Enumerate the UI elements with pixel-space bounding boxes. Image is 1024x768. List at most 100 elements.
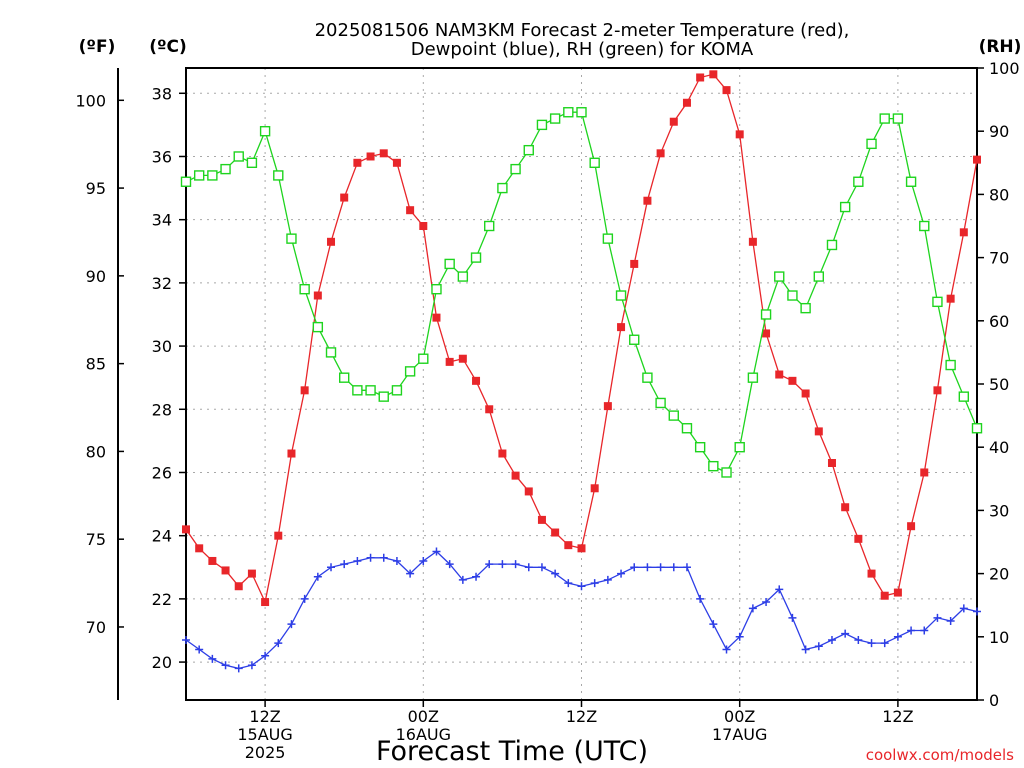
temperature-point: [933, 386, 942, 395]
rh-point: [853, 176, 864, 187]
dewpoint-point: [498, 560, 507, 569]
dewpoint-point: [406, 569, 415, 578]
dewpoint-point: [788, 613, 797, 622]
rh-point: [787, 290, 798, 301]
celsius-tick-label: 36: [152, 147, 172, 166]
dewpoint-point: [630, 563, 639, 572]
temperature-point: [854, 534, 863, 543]
temperature-point: [300, 386, 309, 395]
dewpoint-point: [221, 661, 230, 670]
temperature-point: [959, 228, 968, 237]
temperature-point: [775, 370, 784, 379]
fahrenheit-tick-label: 85: [86, 355, 106, 374]
fahrenheit-unit-label: (ºF): [79, 37, 116, 57]
celsius-tick-label: 28: [152, 400, 172, 419]
temperature-point: [669, 117, 678, 126]
temperature-point: [432, 313, 441, 322]
dewpoint-point: [696, 594, 705, 603]
temperature-point: [841, 503, 850, 512]
fahrenheit-tick-label: 90: [86, 267, 106, 286]
chart-title-line1: 2025081506 NAM3KM Forecast 2-meter Tempe…: [315, 20, 850, 41]
temperature-point: [511, 471, 520, 480]
dewpoint-point: [748, 604, 757, 613]
temperature-point: [221, 566, 230, 575]
rh-point: [325, 347, 337, 358]
dewpoint-point: [195, 645, 204, 654]
dewpoint-point: [379, 553, 388, 562]
temperature-point: [748, 237, 757, 246]
rh-point: [892, 113, 904, 124]
dewpoint-point: [920, 626, 929, 635]
temperature-point: [643, 196, 652, 205]
x-axis-title: Forecast Time (UTC): [376, 736, 648, 767]
dewpoint-point: [287, 620, 296, 629]
rh-point: [734, 442, 745, 453]
temperature-point: [920, 468, 929, 477]
dewpoint-point: [722, 645, 731, 654]
temperature-point: [590, 484, 599, 493]
celsius-tick-label: 24: [152, 527, 172, 546]
dewpoint-point: [880, 639, 889, 648]
dewpoint-point: [814, 642, 823, 651]
dewpoint-point: [682, 563, 691, 572]
temperature-point: [379, 149, 388, 158]
dewpoint-point: [537, 563, 546, 572]
dewpoint-point: [946, 617, 955, 625]
x-tick-label: 12Z: [566, 707, 597, 726]
temperature-point: [327, 237, 336, 246]
temperature-point: [524, 487, 533, 496]
x-tick-label: 2025: [245, 743, 286, 762]
rh-tick-label: 90: [989, 122, 1009, 141]
rh-point: [905, 176, 917, 187]
dewpoint-point: [524, 563, 533, 572]
dewpoint-point: [669, 563, 678, 572]
rh-point: [497, 182, 508, 194]
rh-point: [602, 233, 614, 244]
temperature-point: [313, 291, 322, 300]
temperature-point: [722, 86, 731, 95]
dewpoint-point: [353, 556, 362, 565]
rh-point: [708, 460, 719, 472]
rh-point: [246, 157, 258, 169]
dewpoint-point: [432, 547, 441, 556]
temperature-point: [617, 323, 626, 332]
rh-point: [523, 144, 534, 156]
dewpoint-point: [564, 579, 573, 588]
temperature-point: [419, 222, 428, 230]
fahrenheit-tick-label: 70: [86, 618, 106, 637]
celsius-tick-label: 38: [152, 84, 172, 103]
dewpoint-point: [511, 560, 520, 569]
dewpoint-point: [247, 661, 256, 670]
temperature-point: [973, 155, 981, 164]
rh-point: [404, 366, 416, 377]
x-tick-label: 17AUG: [712, 725, 767, 744]
dewpoint-point: [300, 594, 309, 603]
dewpoint-point: [841, 629, 850, 638]
rh-point: [576, 107, 587, 118]
rh-series: [180, 107, 983, 478]
dewpoint-point: [709, 620, 718, 629]
rh-point: [391, 385, 403, 396]
rh-tick-label: 10: [989, 628, 1009, 647]
dewpoint-point: [419, 556, 428, 565]
dewpoint-point: [827, 635, 836, 644]
temperature-point: [208, 556, 217, 565]
temperature-point: [577, 544, 586, 553]
celsius-tick-label: 22: [152, 590, 172, 609]
dewpoint-point: [775, 585, 784, 594]
rh-point: [642, 372, 653, 383]
rh-point: [536, 119, 548, 131]
dewpoint-point: [234, 664, 243, 673]
rh-point: [365, 385, 376, 396]
rh-point: [945, 359, 956, 371]
rh-point: [589, 157, 600, 169]
temperature-point: [195, 544, 204, 553]
temperature-series: [182, 70, 981, 607]
rh-point: [431, 284, 442, 295]
temperature-point: [458, 354, 467, 363]
rh-point: [207, 170, 218, 181]
rh-point: [721, 467, 732, 478]
axis-ticks: 20 22 24 26 28 30 32 34 36 38 70 75 80 85 90 95 100 0 10 20…: [75, 59, 1019, 762]
fahrenheit-tick-label: 95: [86, 179, 106, 198]
